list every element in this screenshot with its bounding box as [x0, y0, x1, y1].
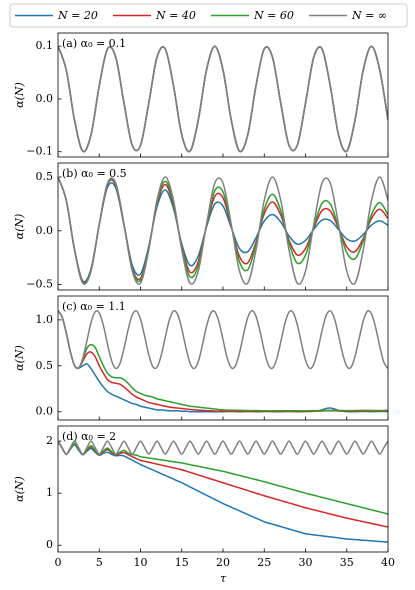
- plot-area: [58, 176, 388, 285]
- y-tick-label: 0.0: [36, 224, 54, 237]
- legend-label: N = ∞: [351, 9, 387, 22]
- y-tick-label: 2: [46, 434, 53, 447]
- axes-frame: [57, 32, 389, 158]
- series-line: [58, 310, 388, 413]
- legend-box: [9, 3, 408, 28]
- panel-annotation: (c) α₀ = 1.1: [62, 300, 126, 313]
- series-line: [58, 440, 388, 455]
- axes-frame: [57, 425, 389, 553]
- series-line: [58, 440, 388, 543]
- y-tick-label: 0.5: [36, 359, 54, 372]
- series-line: [58, 440, 388, 515]
- x-tick-label: 40: [381, 556, 395, 569]
- y-tick-label: 1: [46, 486, 53, 499]
- series-line: [58, 45, 388, 153]
- plot-area: [58, 45, 388, 153]
- y-tick-label: 0.5: [36, 170, 54, 183]
- series-line: [58, 176, 388, 285]
- x-axis-label: τ: [220, 572, 227, 585]
- y-tick-label: −0.1: [26, 145, 53, 158]
- plot-area: [58, 309, 388, 413]
- series-line: [58, 440, 388, 528]
- x-tick-label: 10: [134, 556, 148, 569]
- y-axis-label: α(N): [13, 82, 26, 108]
- panel-annotation: (a) α₀ = 0.1: [62, 37, 126, 50]
- panel-annotation: (d) α₀ = 2: [62, 430, 116, 443]
- panel-annotation: (b) α₀ = 0.5: [62, 167, 127, 180]
- y-axis-label: α(N): [13, 476, 26, 502]
- x-tick-label: 5: [96, 556, 103, 569]
- y-tick-label: 0.0: [36, 92, 54, 105]
- axes-frame: [57, 295, 389, 421]
- y-axis-label: α(N): [13, 345, 26, 371]
- axes-frame: [57, 162, 389, 291]
- series-line: [58, 176, 388, 283]
- x-tick-label: 0: [55, 556, 62, 569]
- x-tick-label: 35: [340, 556, 354, 569]
- y-tick-label: 0: [46, 538, 53, 551]
- x-tick-label: 20: [216, 556, 230, 569]
- legend-label: N = 20: [57, 9, 98, 22]
- x-tick-label: 15: [175, 556, 189, 569]
- x-tick-label: 25: [257, 556, 271, 569]
- y-axis-label: α(N): [13, 214, 26, 240]
- y-tick-label: 0.1: [36, 39, 54, 52]
- series-line: [58, 310, 388, 413]
- y-tick-label: 1.0: [36, 313, 54, 326]
- y-tick-label: −0.5: [26, 278, 53, 291]
- y-tick-label: 0.0: [36, 405, 54, 418]
- legend-label: N = 40: [155, 9, 196, 22]
- x-tick-label: 30: [299, 556, 313, 569]
- plot-area: [58, 440, 388, 543]
- series-line: [58, 309, 388, 370]
- legend-label: N = 60: [253, 9, 294, 22]
- series-line: [58, 310, 388, 412]
